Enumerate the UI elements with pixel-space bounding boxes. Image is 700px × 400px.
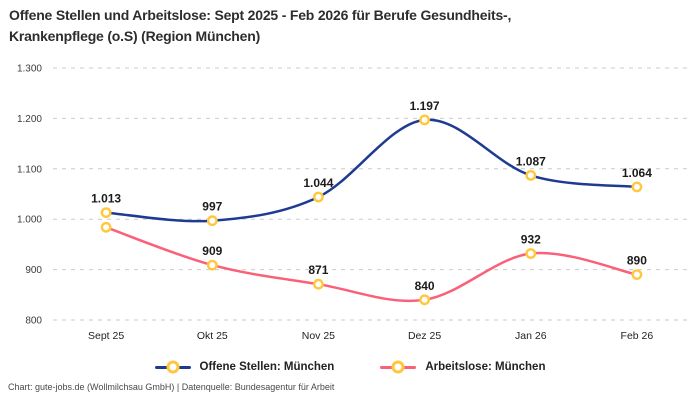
y-tick-label: 900 xyxy=(25,265,42,276)
x-axis-label: Dez 25 xyxy=(408,330,441,342)
y-tick-label: 1.200 xyxy=(17,114,42,125)
x-axis-label: Jan 26 xyxy=(515,330,547,342)
x-axis-label: Nov 25 xyxy=(302,330,335,342)
circle-marker-icon xyxy=(391,360,405,374)
y-tick-label: 800 xyxy=(25,316,42,327)
data-point-label: 932 xyxy=(521,233,541,247)
data-point-label: 1.087 xyxy=(516,154,546,168)
chart-title: Offene Stellen und Arbeitslose: Sept 202… xyxy=(9,5,669,47)
y-tick-label: 1.100 xyxy=(17,164,42,175)
legend-item-offene-stellen[interactable]: Offene Stellen: München xyxy=(154,360,335,374)
data-point-label: 1.044 xyxy=(303,176,333,190)
series-line-0[interactable] xyxy=(104,118,639,223)
data-point-marker[interactable] xyxy=(100,221,112,233)
data-point-marker[interactable] xyxy=(525,169,537,181)
data-point-marker[interactable] xyxy=(312,191,324,203)
data-point-label: 840 xyxy=(415,279,435,293)
data-point-marker[interactable] xyxy=(419,294,430,306)
data-point-marker[interactable] xyxy=(312,278,324,290)
data-point-label: 871 xyxy=(308,263,328,277)
data-point-label: 1.197 xyxy=(410,99,440,113)
legend-line-marker-icon xyxy=(154,360,191,374)
data-point-marker[interactable] xyxy=(100,207,112,219)
x-axis-label: Okt 25 xyxy=(197,330,228,342)
data-point-marker[interactable] xyxy=(631,269,643,280)
data-point-marker[interactable] xyxy=(419,114,430,126)
chart-legend: Offene Stellen: München Arbeitslose: Mün… xyxy=(0,355,700,379)
legend-label: Arbeitslose: München xyxy=(425,361,546,373)
data-point-label: 890 xyxy=(627,254,647,268)
x-axis-label: Sept 25 xyxy=(88,330,124,342)
x-axis-label: Feb 26 xyxy=(621,330,654,342)
chart-title-line-2: Krankenpflege (o.S) (Region München) xyxy=(9,28,261,44)
legend-item-arbeitslose[interactable]: Arbeitslose: München xyxy=(380,360,546,374)
series-line-1[interactable] xyxy=(104,226,639,303)
data-point-marker[interactable] xyxy=(525,248,537,259)
legend-line-marker-icon xyxy=(380,360,417,374)
data-point-marker[interactable] xyxy=(206,215,218,227)
data-point-label: 997 xyxy=(202,200,222,214)
data-point-marker[interactable] xyxy=(631,181,643,193)
chart-attribution: Chart: gute-jobs.de (Wollmilchsau GmbH) … xyxy=(8,382,335,392)
y-tick-label: 1.300 xyxy=(17,64,42,75)
chart-title-line-1: Offene Stellen und Arbeitslose: Sept 202… xyxy=(9,7,512,23)
data-point-label: 909 xyxy=(202,244,222,258)
data-point-marker[interactable] xyxy=(206,259,218,271)
legend-label: Offene Stellen: München xyxy=(199,361,335,373)
data-point-label: 1.013 xyxy=(91,192,121,206)
data-point-label: 1.064 xyxy=(622,166,652,180)
y-tick-label: 1.000 xyxy=(17,215,42,226)
circle-marker-icon xyxy=(166,360,180,374)
